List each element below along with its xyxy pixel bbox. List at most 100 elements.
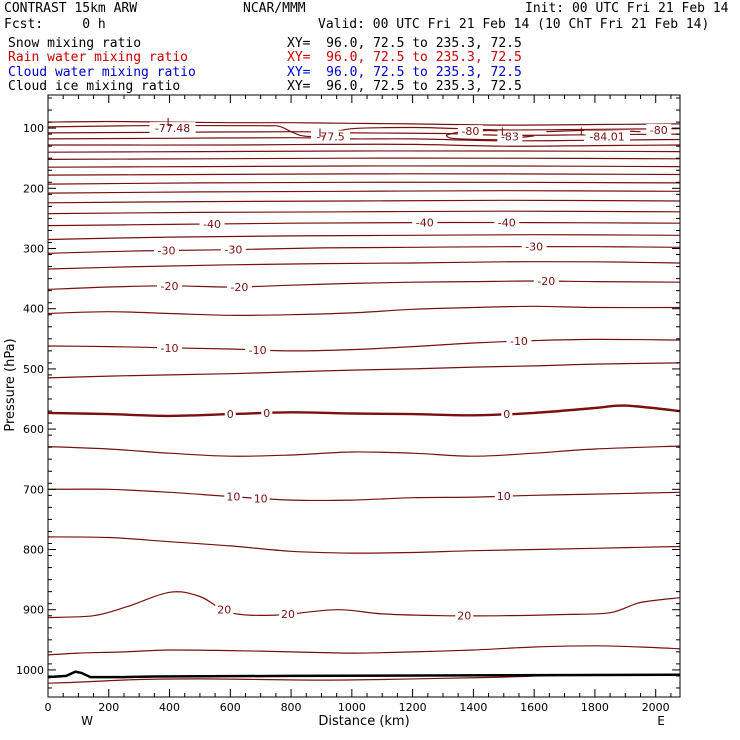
low-marker: L bbox=[580, 126, 587, 139]
x-tick-label: 1600 bbox=[520, 701, 548, 714]
x-axis-label: Distance (km) bbox=[318, 714, 409, 729]
contour-label-bg bbox=[311, 130, 351, 143]
contour-label: 20 bbox=[281, 608, 295, 621]
contour-label: -30 bbox=[224, 244, 242, 257]
y-tick-label: 800 bbox=[23, 544, 44, 557]
contour-label: -20 bbox=[537, 275, 555, 288]
contour-line bbox=[48, 210, 680, 215]
contour-line bbox=[48, 234, 680, 241]
contour-label: -10 bbox=[161, 342, 179, 355]
contour-label-bg bbox=[497, 130, 523, 143]
contour-label-bg bbox=[279, 608, 298, 621]
field-xy-cloud-ice: XY= 96.0, 72.5 to 235.3, 72.5 bbox=[287, 79, 522, 94]
valid-time: Valid: 00 UTC Fri 21 Feb 14 (10 ChT Fri … bbox=[318, 17, 710, 32]
contour-line bbox=[48, 445, 680, 457]
terrain-layer bbox=[48, 670, 680, 679]
y-tick-label: 900 bbox=[23, 604, 44, 617]
contour-label-bg bbox=[199, 218, 225, 231]
contour-label-bg bbox=[215, 603, 234, 616]
contour-label: 0 bbox=[263, 407, 270, 420]
contour-label: -40 bbox=[416, 217, 434, 230]
contour-line bbox=[48, 199, 680, 204]
field-xy-cloud-water: XY= 96.0, 72.5 to 235.3, 72.5 bbox=[287, 65, 522, 80]
contour-line bbox=[48, 157, 680, 160]
y-tick-label: 700 bbox=[23, 483, 44, 496]
x-tick-label: 200 bbox=[98, 701, 119, 714]
contour-label-bg bbox=[533, 275, 559, 288]
contour-label: 0 bbox=[503, 408, 510, 421]
contour-label: -40 bbox=[498, 217, 516, 230]
contour-label-bg bbox=[245, 343, 271, 356]
contour-label: 20 bbox=[217, 603, 231, 616]
x-tick-label: 1200 bbox=[399, 701, 427, 714]
low-marker: L bbox=[501, 126, 508, 139]
contour-line bbox=[48, 143, 680, 147]
contour-line bbox=[48, 280, 680, 290]
x-tick-label: 400 bbox=[159, 701, 180, 714]
contour-line bbox=[48, 246, 680, 254]
contour-label-bg bbox=[506, 335, 532, 348]
y-tick-label: 400 bbox=[23, 303, 44, 316]
x-tick-label: 600 bbox=[220, 701, 241, 714]
contour-line bbox=[48, 181, 680, 185]
contour-label: -10 bbox=[510, 335, 528, 348]
contour-label-bg bbox=[646, 123, 672, 136]
contour-label-bg bbox=[157, 341, 183, 354]
contour-label-bg bbox=[521, 240, 547, 253]
contour-label-bg bbox=[154, 244, 179, 257]
contour-label: -83 bbox=[501, 131, 519, 144]
contour-line bbox=[48, 362, 680, 379]
contour-label-bg bbox=[226, 280, 252, 293]
contour-label-bg bbox=[220, 243, 246, 256]
contour-line bbox=[48, 536, 680, 554]
contour-label: -77.5 bbox=[316, 131, 344, 144]
x-tick-label: 0 bbox=[45, 701, 52, 714]
y-tick-label: 300 bbox=[23, 243, 44, 256]
contour-line bbox=[546, 129, 641, 133]
contour-label-bg bbox=[157, 279, 183, 292]
contour-label: -84.01 bbox=[589, 131, 624, 144]
contour-line bbox=[48, 338, 680, 352]
contour-label-bg bbox=[457, 125, 483, 138]
contour-label: -77.48 bbox=[155, 122, 190, 135]
field-xy-rain: XY= 96.0, 72.5 to 235.3, 72.5 bbox=[287, 50, 522, 65]
contour-line bbox=[445, 129, 535, 137]
contour-line bbox=[48, 221, 680, 227]
contour-label-bg bbox=[224, 408, 236, 421]
contour-label-bg bbox=[501, 407, 513, 420]
contour-label: 10 bbox=[254, 492, 268, 505]
contour-line bbox=[48, 591, 680, 619]
contour-label-bg bbox=[584, 130, 631, 143]
contour-label: -30 bbox=[158, 245, 176, 258]
field-name-rain: Rain water mixing ratio bbox=[8, 50, 189, 65]
field-name-cloud-water: Cloud water mixing ratio bbox=[8, 65, 196, 80]
contour-line bbox=[48, 173, 680, 176]
contour-line bbox=[48, 404, 680, 418]
contour-label-bg bbox=[224, 490, 243, 503]
contour-line bbox=[48, 645, 680, 656]
y-tick-label: 100 bbox=[23, 122, 44, 135]
org-title: NCAR/MMM bbox=[243, 1, 306, 16]
plot-frame bbox=[47, 94, 681, 698]
contour-label-bg bbox=[412, 216, 438, 229]
contour-line bbox=[48, 261, 680, 270]
x-tick-label: 1400 bbox=[459, 701, 487, 714]
model-title: CONTRAST 15km ARW bbox=[4, 1, 138, 16]
contour-label: -40 bbox=[203, 218, 221, 231]
contour-label-bg bbox=[251, 492, 270, 505]
y-tick-label: 500 bbox=[23, 363, 44, 376]
contour-line bbox=[48, 190, 680, 194]
x-tick-label: 800 bbox=[281, 701, 302, 714]
x-tick-label: 1000 bbox=[338, 701, 366, 714]
contour-line bbox=[48, 305, 680, 316]
x-tick-label: 2000 bbox=[642, 701, 670, 714]
terrain-line bbox=[48, 670, 680, 679]
contour-label: 10 bbox=[497, 490, 511, 503]
contour-label: -80 bbox=[650, 124, 668, 137]
low-marker: L bbox=[318, 126, 325, 139]
contour-label: -20 bbox=[230, 281, 248, 294]
field-xy-snow: XY= 96.0, 72.5 to 235.3, 72.5 bbox=[287, 36, 522, 51]
